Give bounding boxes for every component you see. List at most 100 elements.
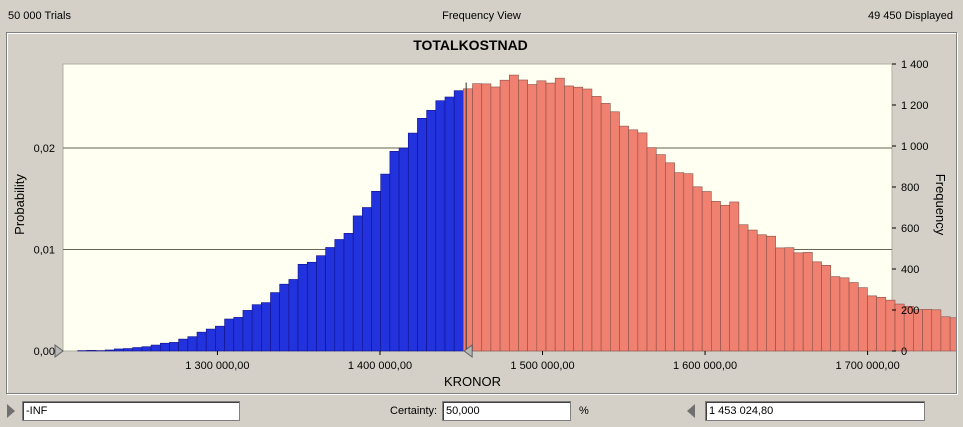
histogram-bar [738,224,749,352]
x-tick-label: 1 500 000,00 [510,360,574,372]
histogram-bar [812,261,822,352]
frequency-chart: 1 300 000,00 1 400 000,00 1 500 000,00 1 60… [12,37,956,389]
frequency-tick-label: 0 [901,346,907,358]
histogram-bar [628,129,639,352]
histogram-bar [747,229,758,352]
histogram-bar [371,191,382,352]
histogram-bar [86,350,97,352]
histogram-bar [508,74,519,352]
x-tick-label: 1 400 000,00 [348,360,412,372]
histogram-bar [931,309,942,352]
histogram-bar [297,263,308,352]
histogram-bar [453,90,464,352]
histogram-bar [261,302,271,352]
probability-tick-label: 0,01 [34,245,55,257]
histogram-bar [178,338,189,352]
histogram-bar [610,111,620,352]
histogram-bar [251,304,262,352]
histogram-bar [279,283,290,352]
histogram-bar [343,233,354,352]
histogram-bar [701,191,712,352]
histogram-bar [591,96,602,352]
histogram-bar [949,317,956,352]
certainty-input[interactable] [442,401,571,421]
histogram-bar [270,292,280,352]
frequency-tick-label: 200 [901,305,919,317]
histogram-bar [490,86,501,352]
histogram-bar [619,125,629,352]
frequency-tick-label: 800 [901,182,919,194]
histogram-bar [325,247,336,352]
histogram-bar [123,348,134,352]
percent-label: % [579,405,589,417]
histogram-bar [288,279,299,352]
histogram-bar [159,342,170,352]
left-slider-handle-icon[interactable] [54,344,64,358]
histogram-bar [793,252,804,352]
histogram-bar [554,77,565,352]
header-bar: 50 000 Trials Frequency View 49 450 Disp… [0,0,963,30]
histogram-bar [674,172,685,352]
histogram-bar [426,110,437,352]
histogram-bar [463,88,473,352]
chart-frame: 1 300 000,00 1 400 000,00 1 500 000,00 1 60… [6,32,957,394]
histogram-bar [637,132,648,352]
x-axis-label: KRONOR [444,374,501,389]
histogram-bar [398,147,409,352]
right-grabber-icon[interactable] [687,404,695,418]
histogram-bar [940,316,951,352]
histogram-bar [132,347,143,352]
right-slider-handle-icon[interactable] [463,344,473,358]
histogram-bar [573,86,584,352]
histogram-bar [857,287,868,352]
left-grabber-icon[interactable] [7,404,15,418]
histogram-bar [655,154,666,352]
histogram-bar [665,162,675,352]
y-axis-label-probability: Probability [12,174,27,235]
histogram-bar [233,317,244,352]
histogram-bar [775,247,786,352]
probability-tick-label: 0,02 [34,143,55,155]
frequency-tick-label: 1 000 [901,141,929,153]
histogram-bar [582,88,593,352]
histogram-bar [821,265,832,352]
left-bound-input[interactable] [22,401,240,421]
histogram-bar [784,247,795,352]
histogram-bar [196,331,207,352]
histogram-bar [766,235,776,352]
probability-tick-label: 0,00 [34,346,55,358]
histogram-bar [545,82,556,352]
histogram-bar [848,282,859,352]
right-bound-input[interactable] [705,401,925,421]
histogram-bar [876,296,887,352]
histogram-bar [150,344,161,352]
histogram-bar [720,204,730,352]
histogram-bar [499,79,510,352]
certainty-label: Certainty: [390,405,438,417]
histogram-bar [306,261,317,352]
x-tick-label: 1 700 000,00 [836,360,900,372]
frequency-tick-label: 1 400 [901,59,929,71]
histogram-bar [334,239,345,352]
histogram-bar [187,336,198,352]
histogram-bar [885,299,896,352]
histogram-bar [380,173,391,352]
trials-count: 50 000 Trials [8,10,71,22]
histogram-bar [729,201,740,352]
histogram-bar [646,147,657,352]
histogram-bar [922,309,933,352]
histogram-bar [527,84,538,352]
histogram-bar [692,186,703,352]
histogram-bar [114,348,124,352]
chart-title: TOTALKOSTNAD [413,37,528,53]
view-title: Frequency View [442,10,521,22]
histogram-bar [435,100,446,352]
displayed-count: 49 450 Displayed [867,10,953,22]
histogram-bar [839,277,850,352]
histogram-bar [802,252,813,352]
histogram-bar [389,151,400,352]
histogram-bar [242,310,253,352]
frequency-tick-label: 600 [901,223,919,235]
histogram-bar [444,96,455,352]
certainty-bar: Certainty: % [0,398,963,427]
